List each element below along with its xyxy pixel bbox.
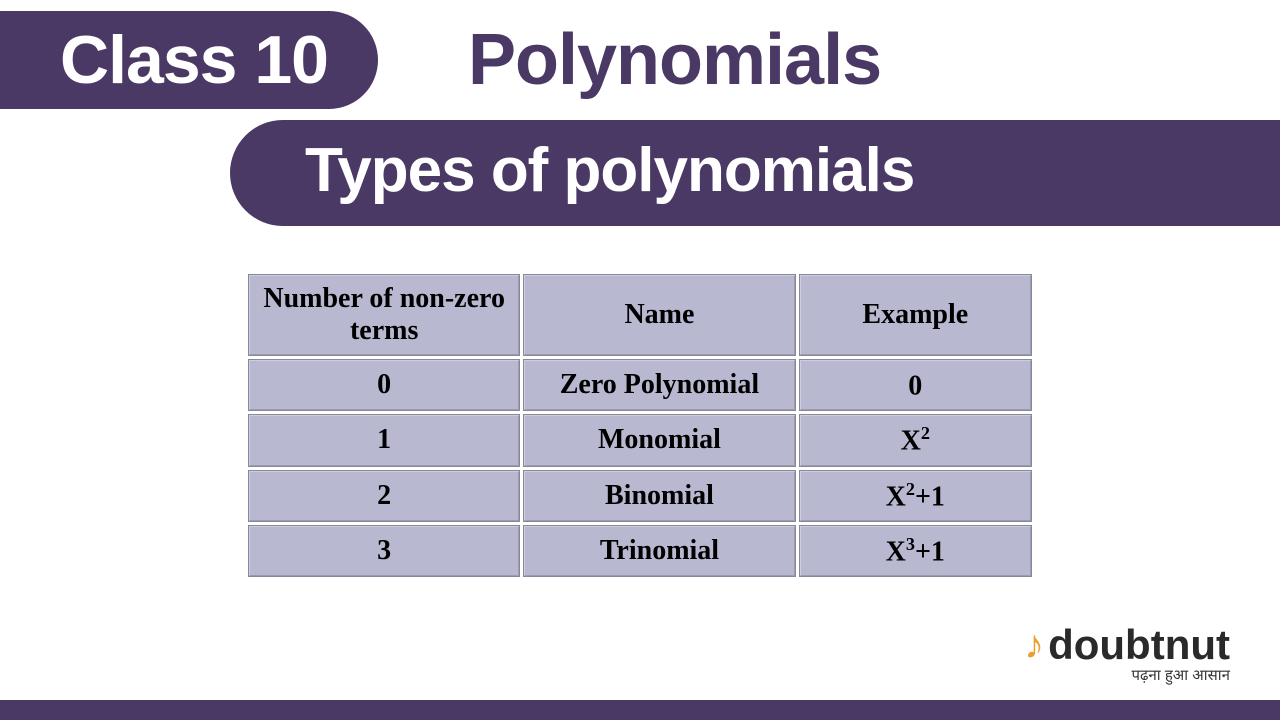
- cell-name: Trinomial: [523, 525, 795, 577]
- cell-terms: 2: [248, 470, 520, 522]
- topic-title: Polynomials: [468, 19, 881, 101]
- cell-example: 0: [799, 359, 1032, 411]
- column-header-example: Example: [799, 274, 1032, 356]
- music-note-icon: ♪: [1024, 623, 1044, 668]
- polynomial-table-container: Number of non-zero terms Name Example 0 …: [245, 271, 1035, 580]
- cell-example: X2: [799, 414, 1032, 466]
- logo-area: ♪ doubtnut पढ़ना हुआ आसान: [1024, 621, 1230, 685]
- footer-bar: [0, 700, 1280, 720]
- table-row: 0 Zero Polynomial 0: [248, 359, 1032, 411]
- class-badge: Class 10: [0, 11, 378, 109]
- cell-example: X3+1: [799, 525, 1032, 577]
- table-row: 3 Trinomial X3+1: [248, 525, 1032, 577]
- table-header-row: Number of non-zero terms Name Example: [248, 274, 1032, 356]
- cell-name: Binomial: [523, 470, 795, 522]
- column-header-name: Name: [523, 274, 795, 356]
- cell-name: Zero Polynomial: [523, 359, 795, 411]
- cell-terms: 0: [248, 359, 520, 411]
- cell-name: Monomial: [523, 414, 795, 466]
- table-row: 1 Monomial X2: [248, 414, 1032, 466]
- brand-logo: ♪ doubtnut: [1024, 621, 1230, 669]
- cell-terms: 3: [248, 525, 520, 577]
- polynomial-table: Number of non-zero terms Name Example 0 …: [245, 271, 1035, 580]
- table-body: 0 Zero Polynomial 0 1 Monomial X2 2 Bino…: [248, 359, 1032, 577]
- brand-name: doubtnut: [1048, 621, 1230, 669]
- table-row: 2 Binomial X2+1: [248, 470, 1032, 522]
- cell-terms: 1: [248, 414, 520, 466]
- column-header-terms: Number of non-zero terms: [248, 274, 520, 356]
- header-row: Class 10 Polynomials: [0, 0, 1280, 120]
- cell-example: X2+1: [799, 470, 1032, 522]
- subtitle-bar: Types of polynomials: [230, 120, 1280, 226]
